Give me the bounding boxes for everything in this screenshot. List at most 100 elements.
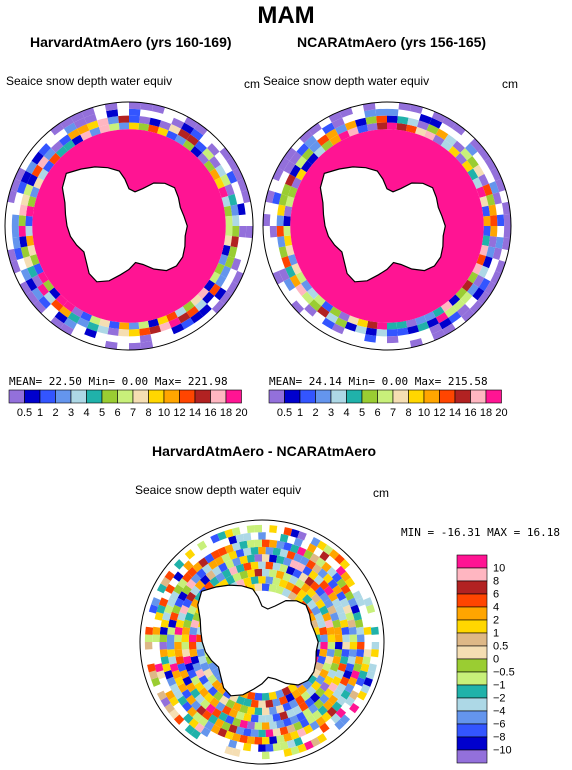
diff-diff-cell <box>363 677 373 687</box>
diff-diff-cell <box>211 707 222 719</box>
left-ice-cell <box>138 320 150 330</box>
diff-diff-cell <box>190 729 201 740</box>
diff-diff-cell <box>185 694 197 706</box>
diff-diff-cell <box>231 732 241 742</box>
right-ice-cell <box>495 178 506 192</box>
diff-diff-cell <box>315 674 326 686</box>
diff-diff-cell <box>254 524 262 533</box>
diff-diff-cell <box>337 662 347 673</box>
left-ice-cell <box>80 130 92 141</box>
left-antarctica-outline <box>61 166 188 283</box>
left-ice-cell <box>181 122 195 135</box>
left-ice-cell <box>43 291 56 305</box>
diff-diff-cell <box>317 619 327 629</box>
left-ice-cell <box>209 155 221 169</box>
left-ice-cell <box>129 122 140 130</box>
left-ice-cell <box>220 265 231 279</box>
diff-diff-cell <box>151 677 161 687</box>
diff-diff-cell <box>348 626 357 635</box>
left-ice-cell <box>232 167 244 182</box>
right-map-boundary <box>262 101 512 351</box>
diff-diff-cell <box>291 584 302 596</box>
diff-diff-cell <box>350 604 360 614</box>
diff-colorbar-cell <box>456 697 488 712</box>
left-ice-cell <box>19 281 32 295</box>
diff-diff-cell <box>293 721 303 731</box>
right-colorbar-label: 20 <box>495 407 507 419</box>
diff-diff-cell <box>232 702 242 712</box>
diff-diff-cell <box>327 694 339 706</box>
right-ice-cell <box>313 294 326 307</box>
diff-diff-cell <box>152 626 161 635</box>
diff-diff-cell <box>182 655 192 665</box>
right-ice-cell <box>376 122 387 130</box>
diff-diff-cell <box>349 642 358 650</box>
diff-diff-cell <box>196 540 208 551</box>
diff-diff-cell <box>322 662 332 672</box>
diff-diff-cell <box>286 550 296 560</box>
diff-diff-cell <box>296 562 306 573</box>
diff-diff-cell <box>258 715 266 723</box>
diff-diff-cell <box>265 714 274 723</box>
diff-diff-cell <box>344 577 356 588</box>
diff-diff-cell <box>254 736 262 745</box>
left-ice-cell <box>71 306 84 318</box>
left-ice-cell <box>182 300 195 313</box>
diff-diff-cell <box>352 590 363 601</box>
diff-diff-cell <box>316 540 328 551</box>
right-ice-cell <box>486 193 496 206</box>
right-ice-cell <box>338 311 350 322</box>
diff-diff-cell <box>250 561 259 570</box>
left-ice-cell <box>107 116 119 125</box>
diff-diff-cell <box>246 554 255 563</box>
right-ice-cell <box>482 183 493 196</box>
left-ice-cell <box>108 122 120 132</box>
diff-diff-cell <box>235 563 245 573</box>
diff-diff-cell <box>334 719 345 731</box>
right-ice-cell <box>467 155 479 169</box>
right-ice-cell <box>328 111 343 123</box>
diff-diff-cell <box>177 578 188 589</box>
diff-diff-cell <box>239 704 249 714</box>
right-ice-cell <box>397 327 409 336</box>
diff-diff-cell <box>333 648 343 658</box>
left-ice-cell <box>20 170 32 184</box>
diff-diff-cell <box>356 626 365 635</box>
diff-diff-cell <box>235 695 246 706</box>
right-ice-cell <box>366 320 378 330</box>
diff-diff-cell <box>265 743 274 752</box>
diff-diff-cell <box>330 713 341 724</box>
diff-diff-cell <box>231 557 242 567</box>
diff-diff-cell <box>315 557 326 568</box>
right-ice-cell <box>465 143 478 156</box>
diff-diff-cell <box>159 649 168 658</box>
diff-diff-cell <box>242 532 252 542</box>
diff-diff-cell <box>204 720 215 731</box>
diff-diff-cell <box>246 691 256 701</box>
left-ice-cell <box>25 205 35 217</box>
diff-diff-cell <box>272 577 281 586</box>
left-colorbar: 0.5 1 2 3 4 5 6 7 8 10 12 14 16 18 20 <box>8 389 248 419</box>
diff-diff-cell <box>169 683 180 694</box>
diff-diff-cell <box>250 699 259 708</box>
diff-diff-cell <box>313 698 325 710</box>
left-ice-cell <box>149 325 162 335</box>
diff-diff-cell <box>221 705 232 716</box>
right-ice-cell <box>495 236 504 249</box>
diff-diff-cell <box>304 576 315 587</box>
diff-diff-cell <box>209 576 220 587</box>
diff-diff-cell <box>344 683 355 694</box>
diff-diff-cell <box>272 713 281 722</box>
diff-diff-cell <box>262 692 270 701</box>
diff-diff-cell <box>224 559 235 570</box>
diff-diff-cell <box>168 619 177 628</box>
left-ice-cell <box>166 311 178 322</box>
left-ice-cell <box>19 204 28 216</box>
diff-diff-cell <box>218 562 228 573</box>
diff-diff-cell <box>309 553 320 564</box>
diff-diff-cell <box>294 578 306 589</box>
diff-diff-cell <box>298 572 309 583</box>
diff-diff-cell <box>215 701 226 712</box>
diff-diff-cell <box>179 604 190 615</box>
left-colorbar-label: 14 <box>189 407 201 419</box>
